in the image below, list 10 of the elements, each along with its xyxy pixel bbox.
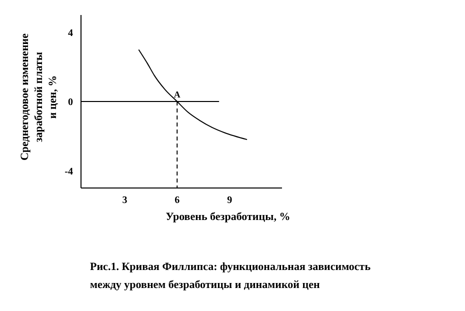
x-tick-label: 6 (174, 195, 180, 206)
x-axis-title: Уровень безработицы, % (164, 211, 292, 223)
x-tick-label: 9 (227, 195, 232, 206)
y-tick-label: -4 (64, 166, 73, 178)
annotation: A (174, 90, 181, 100)
text: Рис.1. Кривая Филлипса: функциональная зависимость между уровнем безработицы и динамикой цен (90, 260, 372, 293)
x-tick-label: 3 (122, 195, 128, 206)
y-axis-title: Среднегодовое изменение заработной платы и цен, % (18, 32, 60, 163)
y-tick-label: 0 (68, 97, 73, 108)
y-tick-label: 4 (68, 28, 73, 39)
